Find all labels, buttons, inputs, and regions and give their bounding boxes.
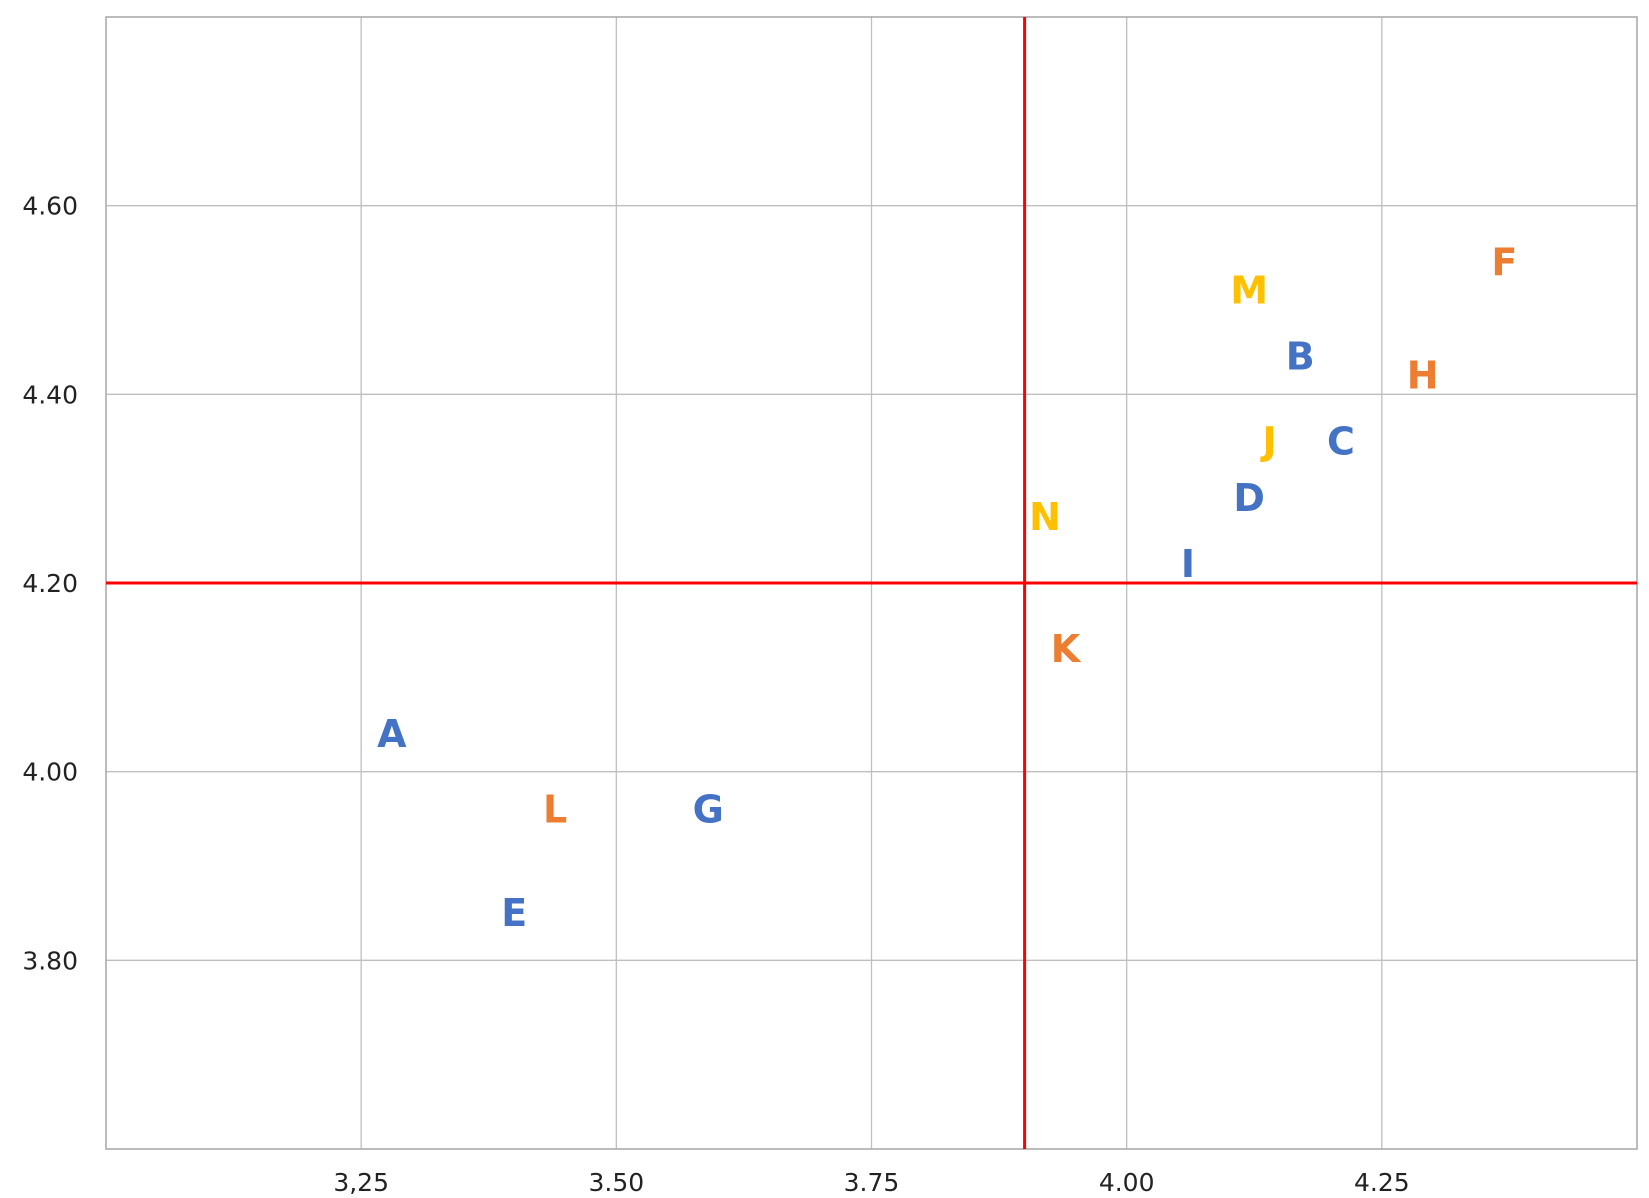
reference-lines: [106, 17, 1637, 1149]
point-label-a: A: [377, 712, 407, 756]
point-label-l: L: [543, 787, 567, 831]
y-tick-label: 4.40: [22, 380, 78, 409]
y-tick-label: 3.80: [22, 946, 78, 975]
point-label-b: B: [1286, 335, 1315, 379]
point-label-c: C: [1327, 420, 1355, 464]
point-label-n: N: [1029, 495, 1061, 539]
point-label-g: G: [693, 787, 724, 831]
y-tick-label: 4.00: [22, 758, 78, 787]
point-label-e: E: [501, 891, 527, 935]
point-label-d: D: [1233, 476, 1265, 520]
point-label-i: I: [1181, 542, 1195, 586]
tick-labels: 3,25 3.50 3.75 4.00 4.25 3.80 4.00 4.20 4.40 4.60: [22, 192, 1409, 1197]
x-tick-label: 3.75: [844, 1168, 900, 1197]
x-tick-label: 3.50: [588, 1168, 644, 1197]
x-tick-label: 4.25: [1354, 1168, 1410, 1197]
y-tick-label: 4.20: [22, 569, 78, 598]
point-labels: A BC D E F G H I J K L M N: [377, 240, 1517, 935]
x-tick-label: 3,25: [333, 1168, 389, 1197]
y-tick-label: 4.60: [22, 192, 78, 221]
point-label-m: M: [1230, 269, 1268, 313]
point-label-h: H: [1407, 353, 1439, 397]
x-tick-label: 4.00: [1099, 1168, 1155, 1197]
point-label-f: F: [1491, 240, 1517, 284]
point-label-k: K: [1051, 627, 1082, 671]
point-label-j: J: [1259, 420, 1276, 464]
